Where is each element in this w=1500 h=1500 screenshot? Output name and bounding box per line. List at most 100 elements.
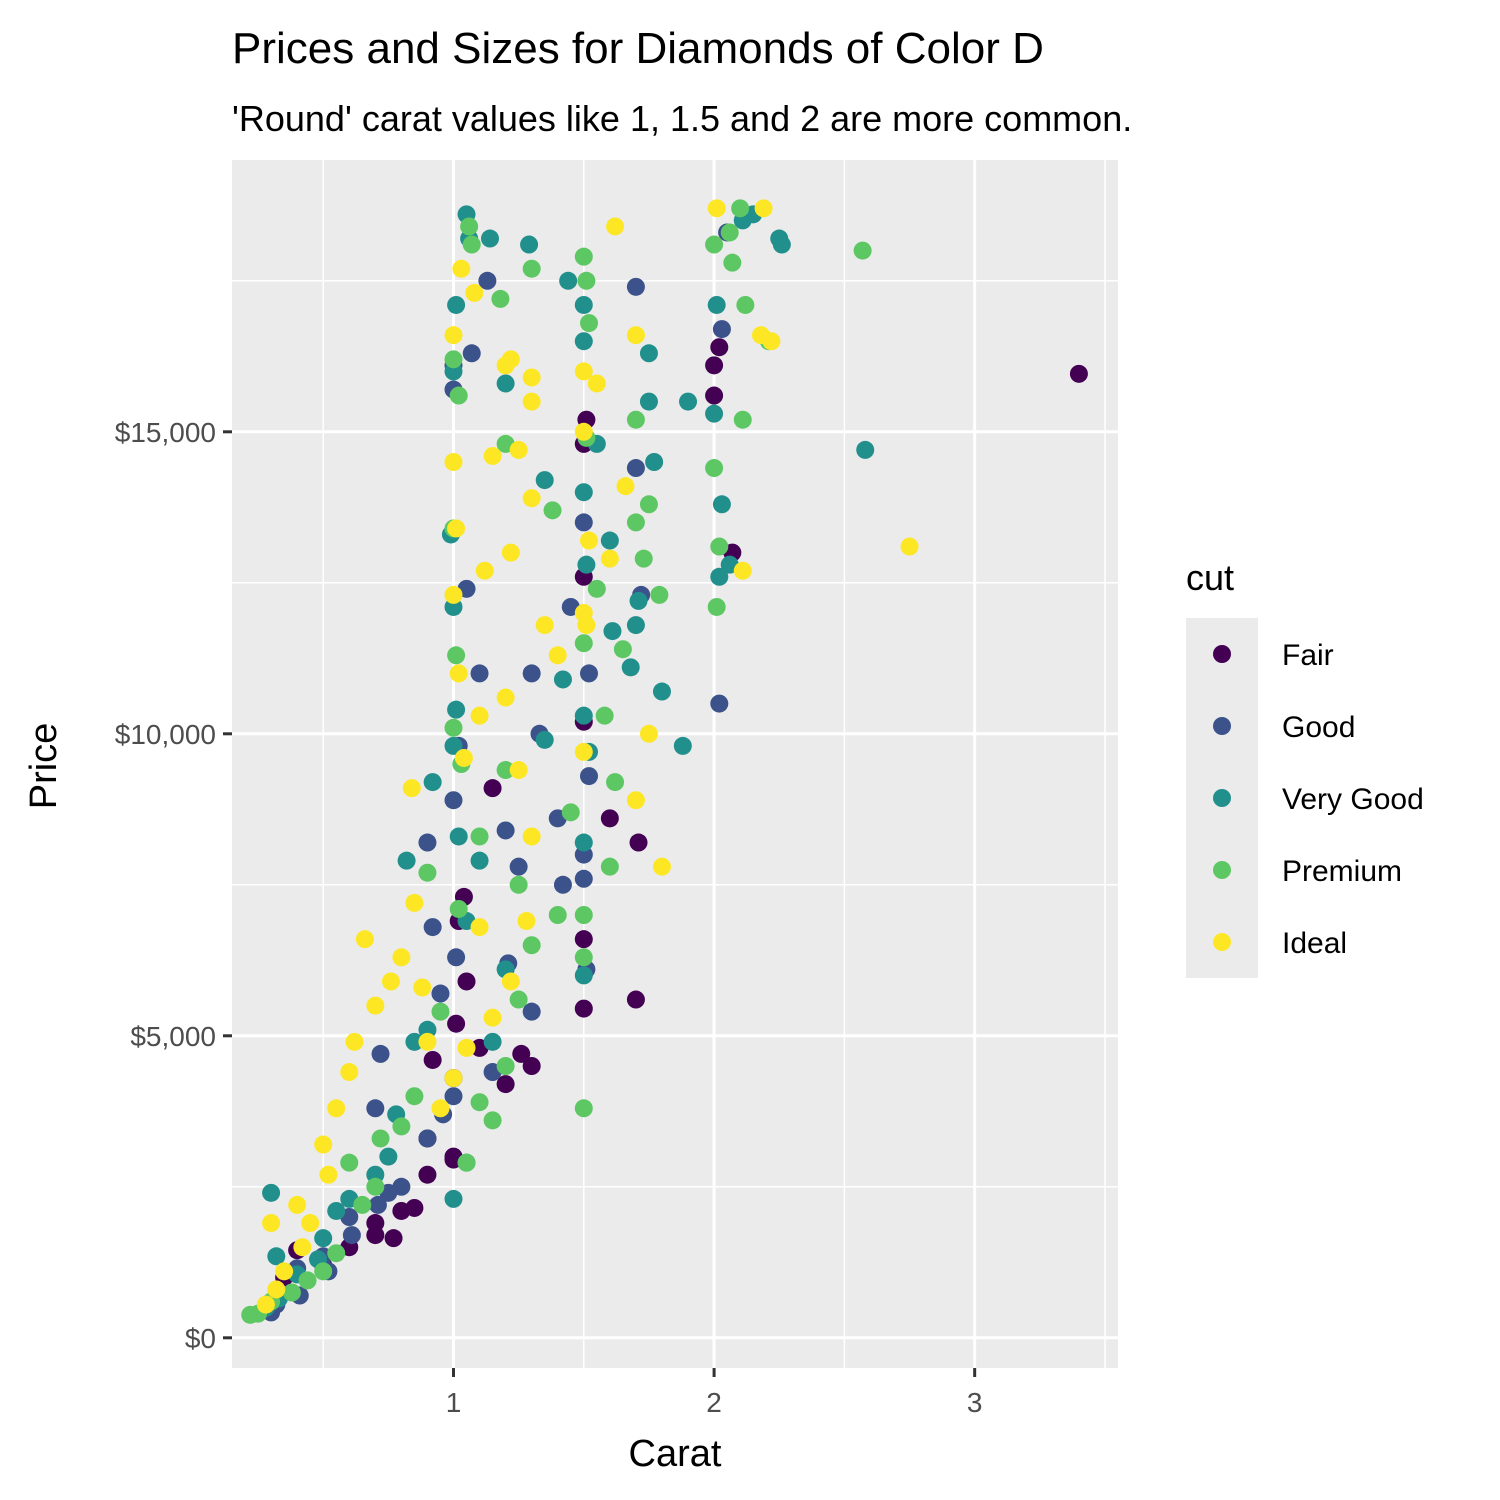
y-tick-label: $10,000 bbox=[115, 719, 216, 750]
point-very-good bbox=[705, 404, 724, 423]
point-ideal bbox=[626, 791, 645, 810]
point-premium bbox=[561, 803, 580, 822]
legend-key bbox=[1213, 789, 1231, 807]
point-premium bbox=[470, 1093, 489, 1112]
point-very-good bbox=[496, 374, 515, 393]
point-premium bbox=[522, 259, 541, 278]
point-premium bbox=[595, 706, 614, 725]
point-very-good bbox=[621, 658, 640, 677]
point-good bbox=[509, 857, 528, 876]
y-tick-label: $5,000 bbox=[130, 1021, 216, 1052]
x-axis-title: Carat bbox=[629, 1433, 722, 1475]
point-very-good bbox=[574, 706, 593, 725]
point-premium bbox=[418, 863, 437, 882]
x-tick-label: 2 bbox=[706, 1387, 722, 1418]
point-fair bbox=[710, 338, 729, 357]
point-ideal bbox=[454, 748, 473, 767]
point-good bbox=[368, 1195, 387, 1214]
point-very-good bbox=[327, 1201, 346, 1220]
point-fair bbox=[392, 1201, 411, 1220]
point-ideal bbox=[475, 561, 494, 580]
point-premium bbox=[447, 646, 466, 665]
point-premium bbox=[371, 1129, 390, 1148]
chart-subtitle: 'Round' carat values like 1, 1.5 and 2 a… bbox=[232, 98, 1132, 139]
point-fair bbox=[574, 930, 593, 949]
point-premium bbox=[462, 235, 481, 254]
point-ideal bbox=[413, 978, 432, 997]
legend-key bbox=[1213, 933, 1231, 951]
point-fair bbox=[600, 809, 619, 828]
x-axis: 1 2 3 bbox=[446, 1368, 982, 1418]
point-ideal bbox=[340, 1063, 359, 1082]
legend-label: Good bbox=[1282, 711, 1355, 744]
point-premium bbox=[509, 875, 528, 894]
point-very-good bbox=[574, 295, 593, 314]
point-ideal bbox=[366, 996, 385, 1015]
point-premium bbox=[353, 1195, 372, 1214]
point-ideal bbox=[574, 604, 593, 622]
point-premium bbox=[431, 1002, 450, 1021]
point-fair bbox=[384, 1229, 403, 1248]
point-ideal bbox=[522, 827, 541, 846]
point-premium bbox=[460, 217, 479, 236]
point-premium bbox=[613, 640, 632, 659]
point-very-good bbox=[447, 295, 466, 314]
point-very-good bbox=[707, 295, 726, 314]
point-ideal bbox=[639, 724, 658, 743]
point-good bbox=[366, 1099, 385, 1118]
legend-label: Premium bbox=[1282, 855, 1402, 888]
point-premium bbox=[522, 936, 541, 955]
point-ideal bbox=[496, 356, 515, 375]
point-ideal bbox=[522, 392, 541, 411]
legend-key bbox=[1213, 717, 1231, 735]
point-ideal bbox=[355, 930, 374, 949]
point-very-good bbox=[447, 700, 466, 719]
point-good bbox=[626, 459, 645, 478]
point-very-good bbox=[520, 235, 539, 254]
point-very-good bbox=[314, 1229, 333, 1248]
point-very-good bbox=[397, 851, 416, 870]
point-very-good bbox=[480, 229, 499, 248]
point-very-good bbox=[444, 1189, 463, 1208]
point-premium bbox=[853, 241, 872, 260]
point-ideal bbox=[345, 1032, 364, 1051]
point-fair bbox=[512, 1044, 531, 1063]
point-premium bbox=[574, 906, 593, 924]
point-very-good bbox=[603, 622, 622, 641]
point-ideal bbox=[652, 857, 671, 876]
point-ideal bbox=[574, 742, 593, 761]
point-ideal bbox=[751, 326, 770, 345]
point-good bbox=[574, 869, 593, 888]
point-ideal bbox=[457, 1038, 476, 1057]
point-very-good bbox=[645, 453, 664, 471]
point-fair bbox=[626, 990, 645, 1009]
point-fair bbox=[705, 386, 724, 405]
point-fair bbox=[447, 1014, 466, 1033]
point-premium bbox=[650, 585, 669, 604]
point-very-good bbox=[639, 344, 658, 363]
point-ideal bbox=[314, 1135, 333, 1154]
point-premium bbox=[587, 579, 606, 598]
point-good bbox=[626, 277, 645, 296]
point-ideal bbox=[301, 1214, 320, 1233]
point-premium bbox=[314, 1262, 333, 1281]
point-ideal bbox=[470, 706, 489, 725]
point-very-good bbox=[535, 730, 554, 749]
point-good bbox=[431, 984, 450, 1003]
point-premium bbox=[720, 223, 739, 242]
point-premium bbox=[509, 990, 528, 1009]
point-ideal bbox=[392, 948, 411, 967]
point-ideal bbox=[900, 537, 919, 556]
point-very-good bbox=[856, 440, 875, 459]
point-ideal bbox=[256, 1295, 275, 1314]
point-ideal bbox=[600, 549, 619, 568]
point-good bbox=[580, 767, 599, 786]
point-fair bbox=[629, 833, 648, 852]
point-premium bbox=[449, 386, 468, 405]
point-premium bbox=[606, 773, 625, 792]
point-premium bbox=[574, 1099, 593, 1118]
point-good bbox=[447, 948, 466, 967]
point-premium bbox=[723, 253, 742, 272]
point-ideal bbox=[452, 259, 471, 278]
point-premium bbox=[340, 1153, 359, 1172]
